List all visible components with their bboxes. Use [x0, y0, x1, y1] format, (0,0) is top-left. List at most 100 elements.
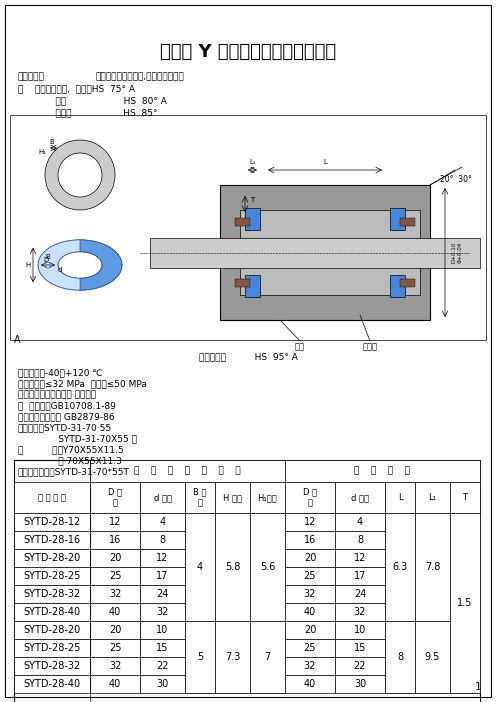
Bar	[10, 115, 486, 340]
Text: L: L	[398, 493, 402, 502]
Bar	[250, 549, 285, 567]
Bar	[415, 657, 450, 675]
Text: 7.8: 7.8	[425, 562, 440, 572]
Bar	[400, 279, 415, 287]
Bar	[250, 675, 285, 693]
Bar	[185, 675, 215, 693]
Text: H₁: H₁	[38, 149, 46, 155]
Text: 25: 25	[109, 643, 121, 653]
Bar	[250, 482, 285, 512]
Bar	[14, 531, 90, 549]
Bar	[140, 567, 185, 585]
Bar	[185, 512, 215, 531]
Text: 32: 32	[156, 607, 169, 617]
Bar	[140, 657, 185, 675]
Bar	[335, 675, 385, 693]
Text: 17: 17	[156, 571, 169, 581]
Text: 订货标记：SYTD-31-70·55: 订货标记：SYTD-31-70·55	[18, 423, 112, 432]
Text: SYTD-28-16: SYTD-28-16	[23, 535, 80, 545]
Bar	[385, 549, 415, 567]
Bar	[250, 603, 285, 621]
Text: SYTD-31-70X55 蕾: SYTD-31-70X55 蕾	[18, 434, 137, 443]
Text: 蕾 70X55X11.3: 蕾 70X55X11.3	[18, 456, 122, 465]
Bar	[415, 639, 450, 657]
Bar	[14, 585, 90, 603]
Bar	[450, 512, 480, 693]
Bar	[185, 639, 215, 657]
Bar	[140, 585, 185, 603]
Text: 30: 30	[156, 679, 169, 689]
Bar	[450, 567, 480, 585]
Bar	[450, 621, 480, 639]
Text: 4: 4	[159, 517, 166, 526]
Text: 10: 10	[156, 625, 169, 635]
Text: 20: 20	[109, 625, 121, 635]
Bar	[285, 512, 335, 531]
Bar	[385, 621, 415, 693]
Bar	[250, 567, 285, 585]
Text: H: H	[25, 262, 31, 268]
Bar	[450, 585, 480, 603]
Bar	[415, 512, 450, 621]
Text: L: L	[323, 159, 327, 165]
Bar	[450, 549, 480, 567]
Bar	[400, 218, 415, 226]
Bar	[415, 549, 450, 567]
Text: 20: 20	[109, 552, 121, 563]
Text: 夹织物橡胶          HS  95° A: 夹织物橡胶 HS 95° A	[198, 352, 298, 361]
Bar	[140, 549, 185, 567]
Text: 聚氨酯                  HS  85°: 聚氨酯 HS 85°	[18, 108, 158, 117]
Text: 工作压力：≤32 MPa  蕾形圈≤50 MPa: 工作压力：≤32 MPa 蕾形圈≤50 MPa	[18, 379, 147, 388]
Bar	[90, 621, 140, 639]
Bar	[385, 567, 415, 585]
Text: 1.5: 1.5	[457, 598, 473, 608]
Text: 20: 20	[304, 552, 316, 563]
Bar	[140, 639, 185, 657]
Text: H 高度: H 高度	[223, 493, 242, 502]
Bar	[450, 512, 480, 531]
Bar	[415, 531, 450, 549]
Bar	[250, 512, 285, 621]
Text: 24: 24	[156, 589, 169, 599]
Bar	[450, 531, 480, 549]
Bar	[140, 675, 185, 693]
Bar	[185, 512, 215, 621]
Text: 16: 16	[304, 535, 316, 545]
Bar	[14, 621, 90, 639]
Bar	[335, 585, 385, 603]
Bar	[90, 482, 140, 512]
Bar	[235, 279, 250, 287]
Bar	[240, 210, 420, 295]
Bar	[335, 657, 385, 675]
Bar	[215, 603, 250, 621]
Bar	[335, 531, 385, 549]
Text: 10: 10	[354, 625, 366, 635]
Bar	[450, 657, 480, 675]
Text: 32: 32	[109, 589, 121, 599]
Bar	[245, 208, 260, 230]
Text: SYTD-28-20: SYTD-28-20	[23, 625, 81, 635]
Bar	[385, 639, 415, 657]
Text: 12: 12	[354, 552, 366, 563]
Text: 15: 15	[156, 643, 169, 653]
Bar	[250, 531, 285, 549]
Bar	[90, 585, 140, 603]
Bar	[385, 657, 415, 675]
Text: B: B	[46, 254, 51, 260]
Bar	[215, 675, 250, 693]
Text: D: D	[43, 257, 49, 263]
Bar	[250, 585, 285, 603]
Text: 40: 40	[304, 607, 316, 617]
Bar	[335, 567, 385, 585]
Bar	[335, 512, 385, 531]
Text: B: B	[50, 139, 55, 145]
Bar	[14, 657, 90, 675]
Bar	[285, 585, 335, 603]
Text: A: A	[14, 335, 21, 345]
Bar	[215, 657, 250, 675]
Bar	[250, 639, 285, 657]
Bar	[285, 639, 335, 657]
Bar	[90, 460, 285, 482]
Bar	[285, 482, 335, 512]
Text: SYTD-28-40: SYTD-28-40	[23, 607, 80, 617]
